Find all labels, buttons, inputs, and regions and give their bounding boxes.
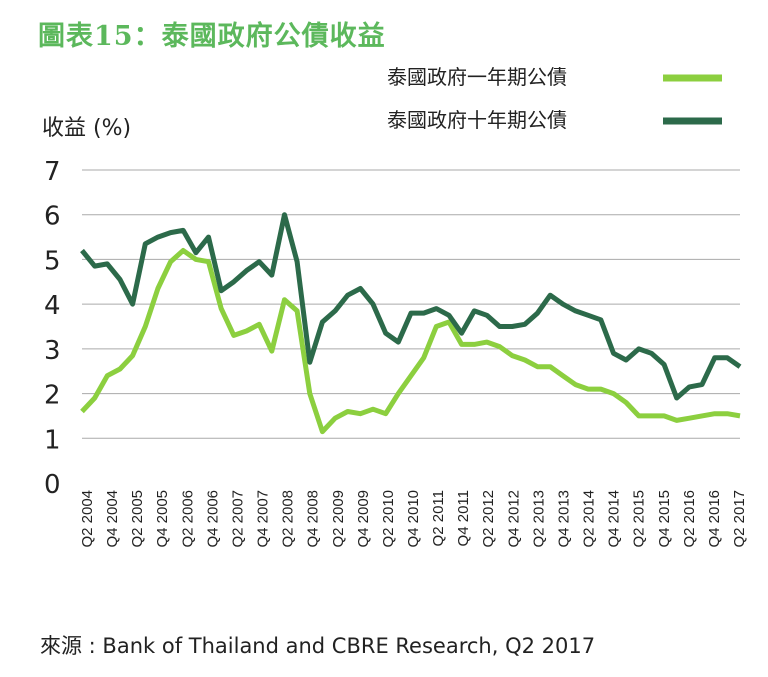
- legend: 泰國政府一年期公債 泰國政府十年期公債: [387, 65, 722, 132]
- x-tick-label: Q2 2013: [530, 490, 547, 548]
- x-tick-label: Q2 2010: [380, 490, 397, 548]
- series-line-one-year: [80, 248, 741, 435]
- y-tick-label: 4: [44, 291, 61, 321]
- source-note: 來源 : Bank of Thailand and CBRE Research,…: [40, 634, 596, 658]
- x-tick-label: Q4 2012: [505, 490, 522, 548]
- x-tick-label: Q2 2011: [430, 490, 447, 546]
- y-tick-label: 3: [44, 336, 61, 366]
- x-tick-label: Q2 2008: [280, 490, 297, 548]
- x-tick-label: Q2 2015: [631, 490, 648, 548]
- x-tick-label: Q4 2014: [606, 490, 623, 548]
- x-tick-labels: Q2 2004 Q4 2004 Q2 2005 Q4 2005 Q2 2006 Q4 20…: [79, 490, 748, 548]
- y-tick-label: 1: [44, 425, 61, 455]
- x-tick-label: Q2 2016: [681, 490, 698, 548]
- x-tick-label: Q2 2012: [480, 490, 497, 548]
- chart-title: 圖表15：泰國政府公債收益: [38, 21, 386, 52]
- x-tick-label: Q4 2004: [104, 490, 121, 548]
- y-tick-labels: 0 1 2 3 4 5 6 7: [44, 157, 61, 500]
- x-tick-label: Q2 2017: [731, 490, 748, 548]
- y-tick-label: 0: [44, 470, 61, 500]
- x-tick-label: Q2 2005: [129, 490, 146, 548]
- x-tick-label: Q4 2013: [555, 490, 572, 548]
- y-tick-label: 5: [44, 246, 61, 276]
- x-tick-label: Q4 2016: [706, 490, 723, 548]
- x-tick-label: Q2 2007: [229, 490, 246, 548]
- x-tick-label: Q4 2006: [204, 490, 221, 548]
- x-tick-label: Q4 2005: [154, 490, 171, 548]
- legend-label-one-year: 泰國政府一年期公債: [387, 65, 567, 89]
- x-tick-label: Q4 2009: [355, 490, 372, 548]
- x-tick-label: Q2 2009: [330, 490, 347, 548]
- x-tick-label: Q2 2006: [179, 490, 196, 548]
- x-tick-label: Q2 2014: [581, 490, 598, 548]
- x-tick-label: Q4 2008: [305, 490, 322, 548]
- y-tick-label: 2: [44, 381, 61, 411]
- y-tick-label: 7: [44, 157, 61, 187]
- series-line-ten-year: [80, 212, 742, 401]
- legend-label-ten-year: 泰國政府十年期公債: [387, 108, 567, 132]
- x-tick-label: Q4 2010: [405, 490, 422, 548]
- y-tick-label: 6: [44, 202, 61, 232]
- grid-lines: [82, 169, 740, 439]
- x-tick-label: Q4 2011: [455, 490, 472, 546]
- x-tick-label: Q2 2004: [79, 490, 96, 548]
- y-axis-label: 收益 (%): [42, 116, 131, 141]
- x-tick-label: Q4 2007: [255, 490, 272, 548]
- x-tick-label: Q4 2015: [656, 490, 673, 548]
- series-lines: [80, 212, 742, 435]
